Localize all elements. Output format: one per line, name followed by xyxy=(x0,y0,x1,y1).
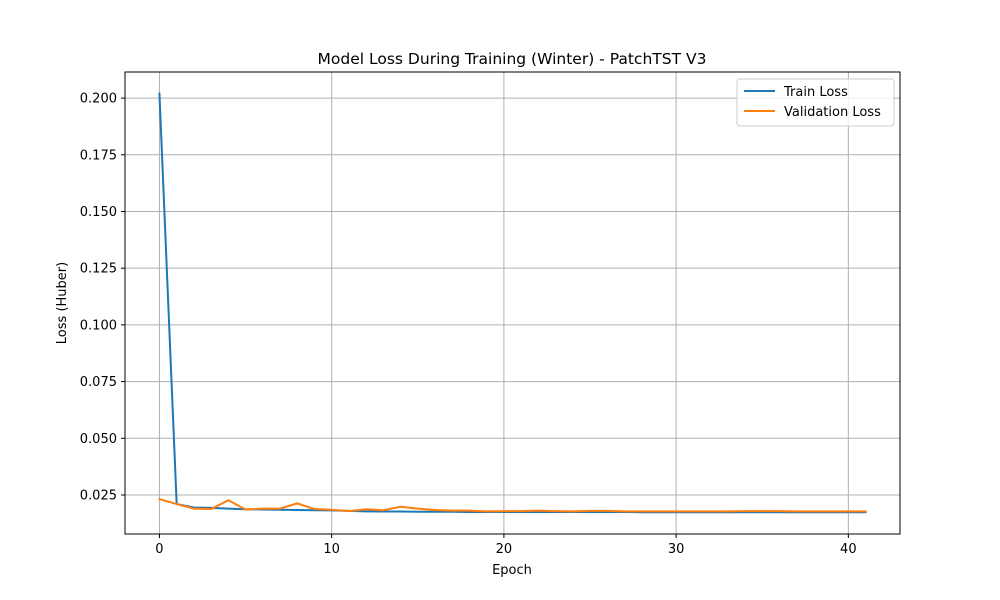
series-lines xyxy=(158,92,867,514)
x-tick-label: 40 xyxy=(840,542,857,557)
x-tick-label: 10 xyxy=(323,542,340,557)
y-axis-label: Loss (Huber) xyxy=(55,262,70,344)
x-axis-label: Epoch xyxy=(492,563,532,578)
x-tick-label: 0 xyxy=(155,542,163,557)
y-tick-label: 0.150 xyxy=(80,205,117,220)
legend: Train Loss Validation Loss xyxy=(736,78,895,127)
x-tick-label: 20 xyxy=(496,542,513,557)
y-tick-label: 0.200 xyxy=(80,92,117,107)
chart-title: Model Loss During Training (Winter) - Pa… xyxy=(318,50,707,68)
y-tick-label: 0.075 xyxy=(80,375,117,390)
legend-validation-loss-label: Validation Loss xyxy=(784,105,881,120)
y-tick-label: 0.125 xyxy=(80,262,117,277)
validation-loss-line xyxy=(158,497,867,513)
y-tick-label: 0.025 xyxy=(80,488,117,503)
legend-box xyxy=(736,78,895,127)
y-tick-label: 0.175 xyxy=(80,148,117,163)
y-tick-label: 0.050 xyxy=(80,432,117,447)
axis-ticks: 0 10 20 30 40 0.025 0.050 0.075 0.100 0.125 0.150 0… xyxy=(80,92,857,557)
legend-train-loss-label: Train Loss xyxy=(783,85,848,100)
plot-frame xyxy=(124,71,901,535)
y-tick-label: 0.100 xyxy=(80,318,117,333)
grid-lines xyxy=(125,72,900,534)
x-tick-label: 30 xyxy=(668,542,685,557)
